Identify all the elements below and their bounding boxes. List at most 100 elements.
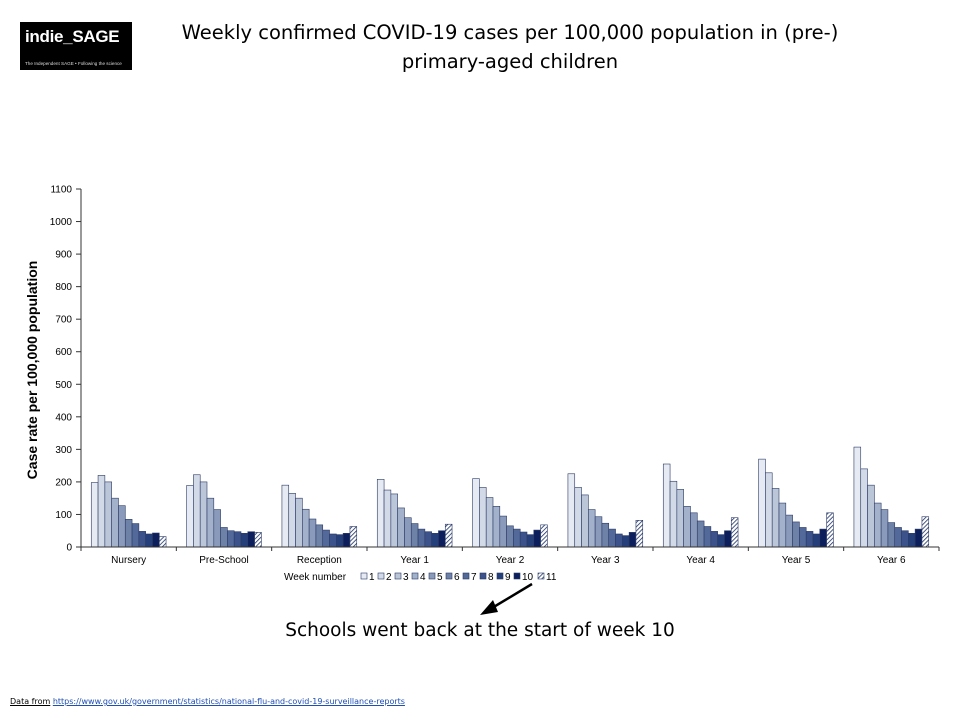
- bar-week-4: [206, 497, 215, 548]
- bar-week-11: [349, 526, 358, 548]
- bar-week-2: [669, 480, 678, 548]
- x-tick-label: Nursery: [111, 555, 146, 566]
- bar-week-10: [152, 532, 160, 548]
- bar-week-7: [608, 528, 616, 548]
- bar-week-10: [247, 531, 255, 548]
- legend-swatch-week-5: [428, 572, 436, 580]
- bar-week-8: [615, 533, 623, 548]
- bars: [90, 446, 930, 548]
- bar-week-5: [213, 509, 221, 548]
- y-tick-label: 400: [55, 412, 72, 423]
- bar-week-7: [513, 528, 521, 548]
- bar-week-2: [288, 492, 296, 548]
- bar-week-6: [315, 524, 324, 548]
- bar-week-10: [438, 530, 446, 548]
- bar-week-4: [397, 507, 405, 548]
- legend-label-week-8: 8: [488, 572, 494, 583]
- x-tick-label: Year 2: [496, 555, 525, 566]
- logo-tagline: The Independent SAGE • Following the sci…: [25, 61, 122, 66]
- bar-week-11: [635, 520, 644, 548]
- bar-week-10: [342, 533, 351, 548]
- bar-week-7: [131, 523, 140, 548]
- bar-week-3: [199, 481, 208, 548]
- legend-label-week-5: 5: [437, 572, 443, 583]
- bar-week-7: [417, 528, 426, 548]
- bar-week-2: [383, 489, 392, 548]
- bar-week-2: [574, 487, 582, 548]
- y-tick-label: 1000: [50, 217, 73, 228]
- bar-week-5: [785, 514, 793, 548]
- bar-week-2: [193, 474, 201, 548]
- bar-week-6: [887, 522, 896, 548]
- bar-week-6: [696, 520, 705, 548]
- bar-week-9: [717, 534, 725, 548]
- bar-week-8: [329, 533, 337, 548]
- x-tick-label: Year 3: [591, 555, 620, 566]
- bar-week-11: [921, 516, 930, 548]
- bar-week-9: [622, 535, 630, 548]
- title-line-2: primary-aged children: [401, 50, 619, 73]
- y-tick-label: 200: [55, 477, 72, 488]
- legend-label-week-10: 10: [522, 572, 534, 583]
- x-axis: Nursery Pre-School Reception Year 1 Year 2 Ye…: [80, 546, 940, 566]
- bar-week-6: [601, 522, 610, 548]
- y-axis-label: Case rate per 100,000 population: [24, 261, 40, 480]
- x-tick-label: Year 5: [782, 555, 811, 566]
- bar-week-3: [390, 493, 398, 548]
- annotation-arrow: [480, 582, 533, 615]
- source-link[interactable]: https://www.gov.uk/government/statistics…: [52, 697, 405, 706]
- y-tick-label: 600: [55, 347, 72, 358]
- bar-week-5: [404, 517, 412, 548]
- bar-week-8: [424, 531, 432, 548]
- bar-week-8: [138, 531, 146, 548]
- legend-swatch-week-7: [462, 572, 470, 580]
- bar-week-6: [410, 523, 419, 548]
- source-label: Data from: [10, 697, 51, 706]
- legend-swatch-week-9: [496, 572, 504, 580]
- bar-week-5: [690, 512, 698, 548]
- legend-swatch-week-10: [513, 572, 521, 580]
- bar-week-4: [492, 506, 501, 548]
- legend-label-week-9: 9: [505, 572, 511, 583]
- bar-week-9: [908, 533, 916, 548]
- bar-week-11: [254, 532, 262, 548]
- legend-title: Week number: [284, 572, 347, 583]
- annotation-text: Schools went back at the start of week 1…: [285, 620, 675, 641]
- bar-week-8: [901, 530, 909, 548]
- bar-week-3: [485, 497, 494, 548]
- bar-week-7: [322, 529, 330, 548]
- legend-swatch-week-2: [377, 572, 385, 580]
- bar-week-8: [805, 531, 814, 548]
- bar-week-2: [765, 472, 773, 548]
- indie-sage-logo: indie_SAGE The Independent SAGE • Follow…: [20, 22, 132, 70]
- bar-week-1: [567, 473, 576, 548]
- legend-label-week-2: 2: [386, 572, 392, 583]
- legend-label-week-7: 7: [471, 572, 477, 583]
- bar-week-4: [302, 508, 310, 548]
- bar-week-3: [867, 484, 875, 548]
- bar-week-10: [724, 530, 732, 548]
- bar-week-1: [90, 482, 99, 548]
- bar-week-1: [281, 484, 290, 548]
- bar-week-9: [812, 533, 821, 548]
- bar-week-9: [336, 534, 344, 548]
- bar-week-3: [676, 489, 684, 548]
- x-tick-label: Pre-School: [199, 555, 248, 566]
- bar-week-4: [778, 502, 787, 548]
- bar-week-11: [730, 517, 739, 548]
- legend-swatch-week-4: [411, 572, 419, 580]
- bar-week-4: [111, 497, 119, 548]
- bar-week-4: [683, 506, 691, 548]
- bar-week-4: [588, 509, 596, 548]
- legend: Week number 1 2 3 4 5 6 7 8 9 10 11: [284, 572, 557, 583]
- bar-week-6: [124, 519, 133, 548]
- bar-week-1: [853, 446, 862, 548]
- bar-week-6: [792, 521, 800, 548]
- bar-week-7: [799, 527, 807, 548]
- bar-week-11: [540, 524, 548, 548]
- y-tick-label: 0: [66, 543, 72, 554]
- bar-week-3: [771, 488, 780, 548]
- data-source: Data from https://www.gov.uk/government/…: [10, 697, 405, 706]
- legend-swatch-week-1: [360, 572, 368, 580]
- legend-swatch-week-11: [537, 572, 545, 580]
